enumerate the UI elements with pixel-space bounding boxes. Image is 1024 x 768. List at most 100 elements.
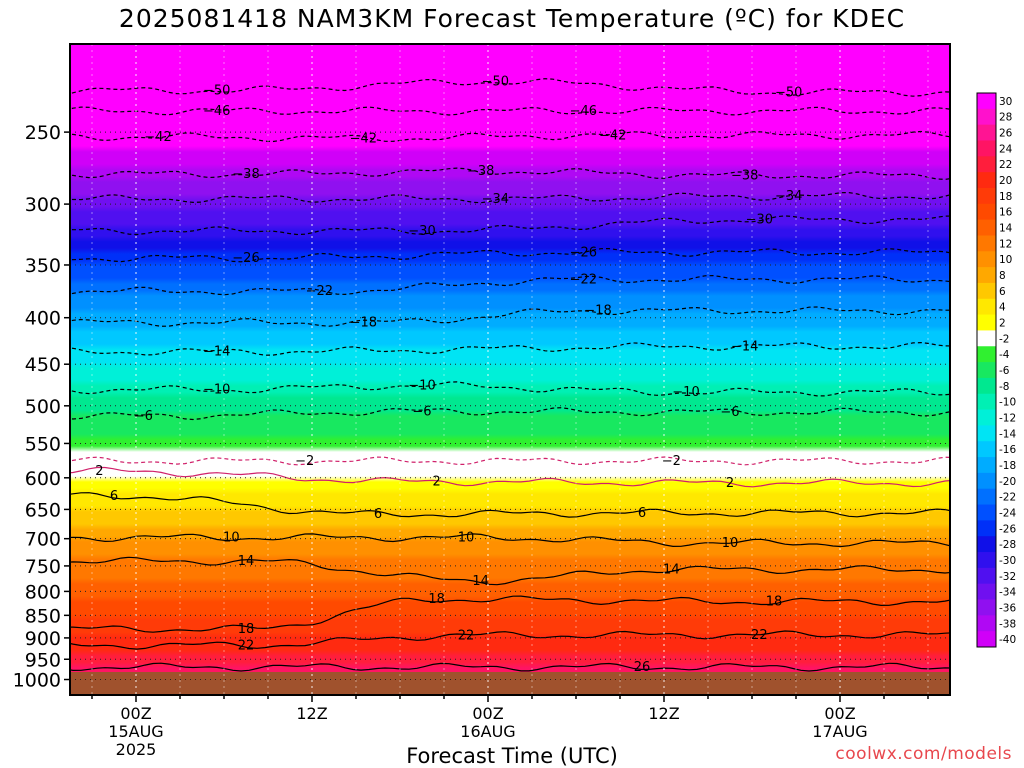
y-tick-label: 550 xyxy=(25,433,61,455)
contour-label: 2 xyxy=(726,476,734,491)
contour-line xyxy=(70,662,950,672)
colorbar-label: -20 xyxy=(999,476,1016,488)
colorbar-label: 26 xyxy=(999,128,1013,140)
contour-label: −38 xyxy=(467,164,494,179)
colorbar-label: -30 xyxy=(999,555,1016,567)
contour-label: −22 xyxy=(570,272,597,287)
contour-label: −34 xyxy=(775,189,802,204)
y-tick-label: 700 xyxy=(25,529,61,551)
x-tick-label: 12Z xyxy=(648,704,679,723)
source-credit: coolwx.com/models xyxy=(835,744,1012,764)
contour-line xyxy=(70,167,950,181)
colorbar-label: 14 xyxy=(999,223,1013,235)
y-tick-label: 350 xyxy=(25,255,61,277)
colorbar-label: 22 xyxy=(999,159,1012,171)
y-tick-label: 850 xyxy=(25,605,61,627)
contour-line xyxy=(70,533,950,548)
colorbar-swatch xyxy=(977,457,996,474)
colorbar-swatch xyxy=(977,599,996,616)
contour-label: −6 xyxy=(412,404,431,419)
contour-label: −42 xyxy=(599,128,626,143)
contour-line xyxy=(70,556,950,586)
y-tick-label: 500 xyxy=(25,396,61,418)
colorbar-swatch xyxy=(977,441,996,458)
colorbar-swatch xyxy=(977,615,996,632)
colorbar-swatch xyxy=(977,108,996,126)
x-tick-label: 00Z xyxy=(824,704,855,723)
colorbar-label: 24 xyxy=(999,143,1013,155)
contour-label: 10 xyxy=(722,536,739,551)
colorbar-label: -38 xyxy=(999,618,1016,630)
y-tick-label: 300 xyxy=(25,194,61,216)
contour-line xyxy=(70,341,950,356)
contour-label: 6 xyxy=(110,489,118,504)
colorbar-label: 8 xyxy=(999,270,1006,282)
colorbar-swatch xyxy=(977,536,996,553)
colorbar: 30 28 26 24 22 20 18 16 14 12 10 8 6 4 2 -2 -4 -6 -8 -10 -12… xyxy=(976,92,1016,648)
contour-label: −50 xyxy=(775,85,802,100)
contour-label: −42 xyxy=(350,131,377,146)
colorbar-swatch xyxy=(977,552,996,569)
contour-label: −30 xyxy=(408,224,435,239)
x-tick-label: 17AUG xyxy=(812,722,867,741)
colorbar-swatch xyxy=(977,631,996,648)
colorbar-swatch xyxy=(977,393,996,411)
contour-label: −2 xyxy=(662,454,681,469)
colorbar-label: -24 xyxy=(999,507,1016,519)
x-tick-label: 12Z xyxy=(296,704,327,723)
contour-label: −46 xyxy=(570,104,597,119)
contour-label: −6 xyxy=(720,405,739,420)
contour-line xyxy=(70,407,950,421)
plot-frame xyxy=(69,43,951,696)
colorbar-swatch xyxy=(977,377,996,395)
y-tick-label: 600 xyxy=(25,468,61,490)
y-tick-label: 450 xyxy=(25,354,61,376)
contour-label: 22 xyxy=(751,628,768,643)
grid-lines xyxy=(70,44,950,695)
colorbar-swatch xyxy=(977,362,996,379)
x-tick-label: 15AUG xyxy=(108,722,163,741)
colorbar-label: 12 xyxy=(999,238,1012,250)
temperature-field xyxy=(70,44,950,695)
x-tick-label: 00Z xyxy=(120,704,151,723)
colorbar-label: -36 xyxy=(999,602,1016,614)
colorbar-label: -28 xyxy=(999,539,1016,551)
contour-label: 14 xyxy=(238,554,255,569)
colorbar-swatch xyxy=(977,235,996,252)
contour-label: −38 xyxy=(232,167,259,182)
x-axis-label: Forecast Time (UTC) xyxy=(406,744,618,768)
colorbar-swatch xyxy=(977,583,996,601)
y-tick-label: 1000 xyxy=(13,670,61,692)
contour-label: 6 xyxy=(638,506,646,521)
contour-label: −18 xyxy=(350,316,377,331)
colorbar-swatch xyxy=(977,314,996,331)
contour-line xyxy=(70,492,950,518)
colorbar-swatch xyxy=(977,330,996,347)
colorbar-swatch xyxy=(977,472,996,490)
x-tick-label: 16AUG xyxy=(460,722,515,741)
contour-line xyxy=(70,130,950,143)
colorbar-label: -14 xyxy=(999,428,1016,440)
colorbar-swatch xyxy=(977,156,996,173)
contour-label: −10 xyxy=(672,385,699,400)
colorbar-swatch xyxy=(977,425,996,442)
y-tick-label: 800 xyxy=(25,581,61,603)
colorbar-label: -32 xyxy=(999,571,1016,583)
contour-label: −26 xyxy=(570,245,597,260)
colorbar-swatch xyxy=(977,504,996,521)
temperature-contours xyxy=(70,78,950,672)
contour-line xyxy=(70,247,950,263)
colorbar-swatch xyxy=(977,172,996,189)
contour-label: −10 xyxy=(203,383,230,398)
colorbar-label: 10 xyxy=(999,254,1012,266)
colorbar-label: 2 xyxy=(999,318,1006,330)
contour-label: −6 xyxy=(134,409,153,424)
contour-label: 18 xyxy=(766,595,783,610)
colorbar-label: -40 xyxy=(999,634,1016,646)
colorbar-label: 16 xyxy=(999,207,1013,219)
contour-label: 2 xyxy=(95,464,103,479)
contour-label: −14 xyxy=(731,339,758,354)
contour-line xyxy=(70,595,950,633)
contour-line xyxy=(70,630,950,650)
